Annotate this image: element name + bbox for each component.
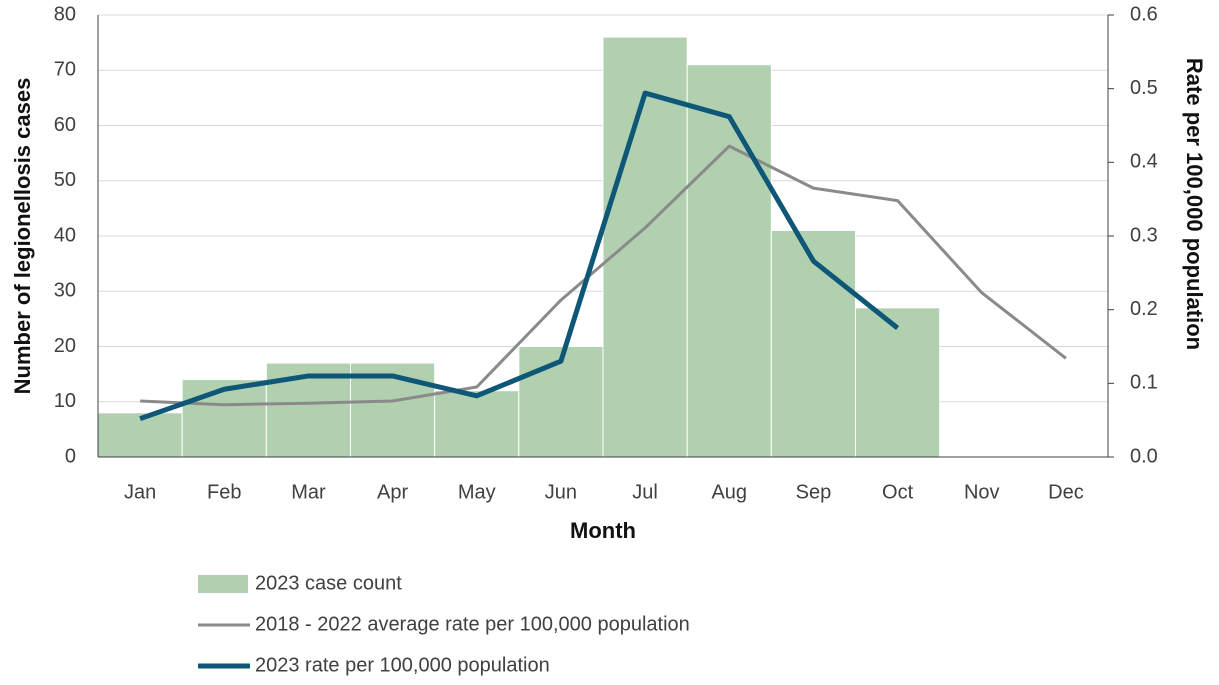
x-tick-label: May xyxy=(458,481,496,503)
y2-tick-label: 0.5 xyxy=(1130,77,1158,99)
y-tick-label: 10 xyxy=(54,390,76,412)
x-tick-label: Jul xyxy=(632,481,658,503)
y-tick-label: 60 xyxy=(54,114,76,136)
y-tick-label: 40 xyxy=(54,224,76,246)
x-tick-label: Dec xyxy=(1048,481,1084,503)
legend-label: 2023 case count xyxy=(255,572,402,594)
y-axis-title: Number of legionellosis cases xyxy=(10,78,35,395)
x-tick-label: Sep xyxy=(796,481,832,503)
bar xyxy=(434,390,520,458)
y-tick-label: 80 xyxy=(54,3,76,25)
bar xyxy=(770,229,856,458)
x-tick-label: Aug xyxy=(711,481,747,503)
y2-tick-label: 0.2 xyxy=(1130,298,1158,320)
y-tick-label: 0 xyxy=(65,445,76,467)
y2-tick-label: 0.3 xyxy=(1130,224,1158,246)
bar xyxy=(855,307,941,458)
y2-tick-label: 0.6 xyxy=(1130,3,1158,25)
bar xyxy=(518,346,604,458)
y2-tick-label: 0.4 xyxy=(1130,151,1158,173)
x-tick-label: Mar xyxy=(291,481,326,503)
x-axis-title: Month xyxy=(570,518,636,543)
x-tick-label: Feb xyxy=(207,481,241,503)
line xyxy=(140,144,1067,407)
y-tick-label: 20 xyxy=(54,335,76,357)
y2-tick-label: 0.1 xyxy=(1130,372,1158,394)
x-tick-label: Nov xyxy=(964,481,1000,503)
bar xyxy=(97,412,183,458)
y2-axis-title: Rate per 100,000 population xyxy=(1182,58,1207,350)
y-tick-label: 70 xyxy=(54,59,76,81)
y-tick-label: 30 xyxy=(54,280,76,302)
bar xyxy=(602,36,688,458)
bar xyxy=(686,64,772,458)
x-tick-label: Apr xyxy=(377,481,408,503)
x-tick-label: Oct xyxy=(882,481,914,503)
y2-tick-label: 0.0 xyxy=(1130,445,1158,467)
y-tick-label: 50 xyxy=(54,169,76,191)
legend-label: 2023 rate per 100,000 population xyxy=(255,654,550,676)
x-tick-label: Jun xyxy=(545,481,577,503)
legend-label: 2018 - 2022 average rate per 100,000 pop… xyxy=(255,613,690,635)
legend-swatch xyxy=(198,575,248,593)
x-tick-label: Jan xyxy=(124,481,156,503)
line xyxy=(139,90,900,422)
